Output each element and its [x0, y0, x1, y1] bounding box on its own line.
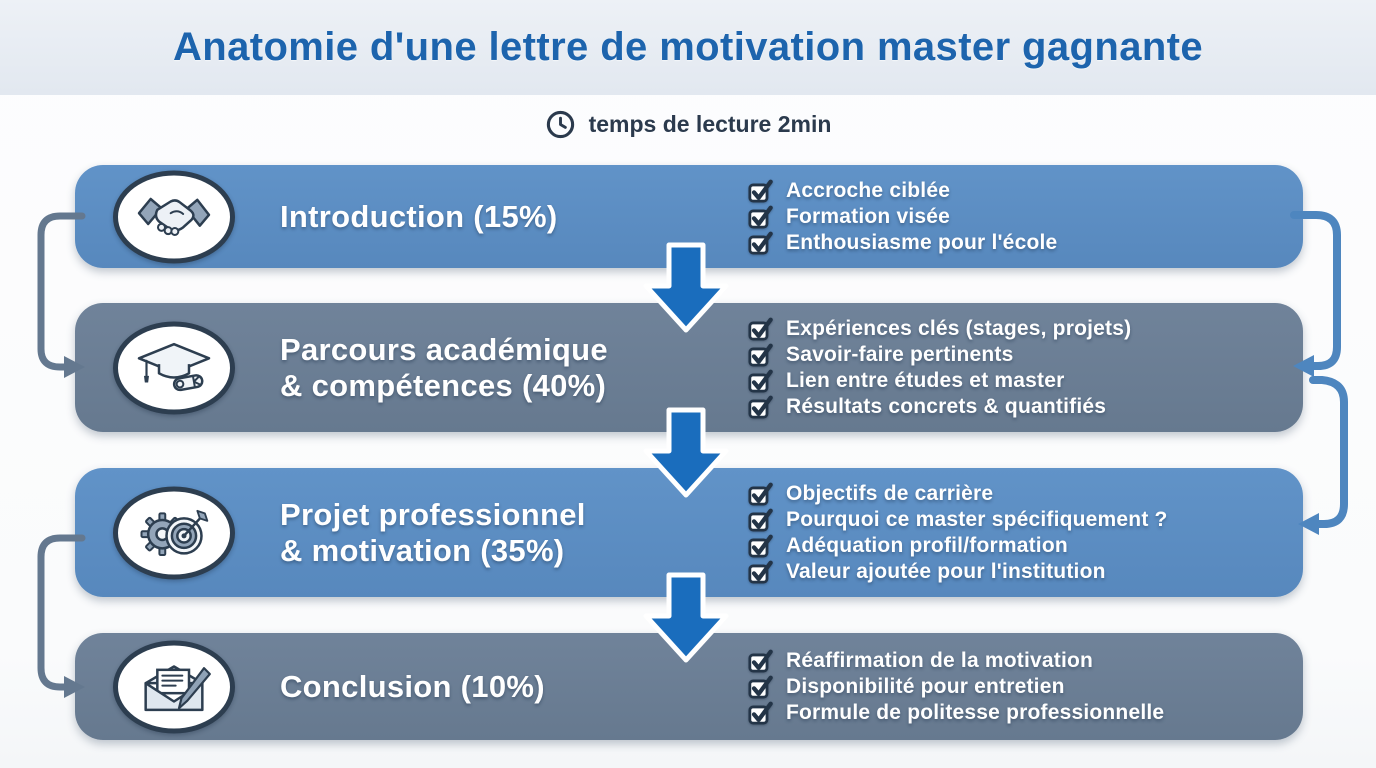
- flow-arrow-down-3: [643, 572, 729, 663]
- checklist-item: Accroche ciblée: [748, 178, 1057, 204]
- right-loop-connector-2: [1298, 376, 1348, 535]
- checklist-item: Formation visée: [748, 204, 1057, 230]
- clock-icon: [546, 110, 574, 138]
- header: Anatomie d'une lettre de motivation mast…: [0, 0, 1376, 95]
- checkbox-checked-icon: [748, 395, 773, 419]
- section-title: Introduction (15%): [280, 198, 558, 234]
- graduation-cap-icon: [113, 321, 235, 414]
- envelope-pen-icon: [113, 640, 235, 733]
- checklist-item: Réaffirmation de la motivation: [748, 648, 1164, 674]
- checklist: Réaffirmation de la motivation Disponibi…: [748, 648, 1164, 726]
- checklist-item: Valeur ajoutée pour l'institution: [748, 559, 1168, 585]
- checkbox-checked-icon: [748, 369, 773, 393]
- checkbox-checked-icon: [748, 701, 773, 725]
- checkbox-checked-icon: [748, 675, 773, 699]
- checklist: Expériences clés (stages, projets) Savoi…: [748, 316, 1131, 420]
- checkbox-checked-icon: [748, 317, 773, 341]
- handshake-icon: [113, 170, 235, 263]
- flow-arrow-down-1: [643, 242, 729, 333]
- reading-time: temps de lecture 2min: [0, 102, 1376, 146]
- section-title: Conclusion (10%): [280, 668, 545, 704]
- checkbox-checked-icon: [748, 179, 773, 203]
- checkbox-checked-icon: [748, 482, 773, 506]
- checklist-item: Disponibilité pour entretien: [748, 674, 1164, 700]
- checkbox-checked-icon: [748, 343, 773, 367]
- checklist: Objectifs de carrière Pourquoi ce master…: [748, 481, 1168, 585]
- checklist-item: Expériences clés (stages, projets): [748, 316, 1131, 342]
- checklist-item: Résultats concrets & quantifiés: [748, 394, 1131, 420]
- checklist-item: Lien entre études et master: [748, 368, 1131, 394]
- checklist-item: Savoir-faire pertinents: [748, 342, 1131, 368]
- reading-time-label: temps de lecture 2min: [588, 110, 832, 137]
- page-title: Anatomie d'une lettre de motivation mast…: [172, 25, 1204, 69]
- checkbox-checked-icon: [748, 649, 773, 673]
- checkbox-checked-icon: [748, 231, 773, 255]
- checkbox-checked-icon: [748, 205, 773, 229]
- checkbox-checked-icon: [748, 534, 773, 558]
- checklist: Accroche ciblée Formation visée Enthousi…: [748, 178, 1057, 256]
- checklist-item: Pourquoi ce master spécifiquement ?: [748, 507, 1168, 533]
- flow-arrow-down-2: [643, 407, 729, 498]
- checkbox-checked-icon: [748, 508, 773, 532]
- checklist-item: Objectifs de carrière: [748, 481, 1168, 507]
- checkbox-checked-icon: [748, 560, 773, 584]
- gear-target-icon: [113, 486, 235, 579]
- checklist-item: Enthousiasme pour l'école: [748, 230, 1057, 256]
- section-title: Projet professionnel & motivation (35%): [280, 496, 586, 568]
- checklist-item: Formule de politesse professionnelle: [748, 700, 1164, 726]
- checklist-item: Adéquation profil/formation: [748, 533, 1168, 559]
- section-title: Parcours académique & compétences (40%): [280, 331, 608, 403]
